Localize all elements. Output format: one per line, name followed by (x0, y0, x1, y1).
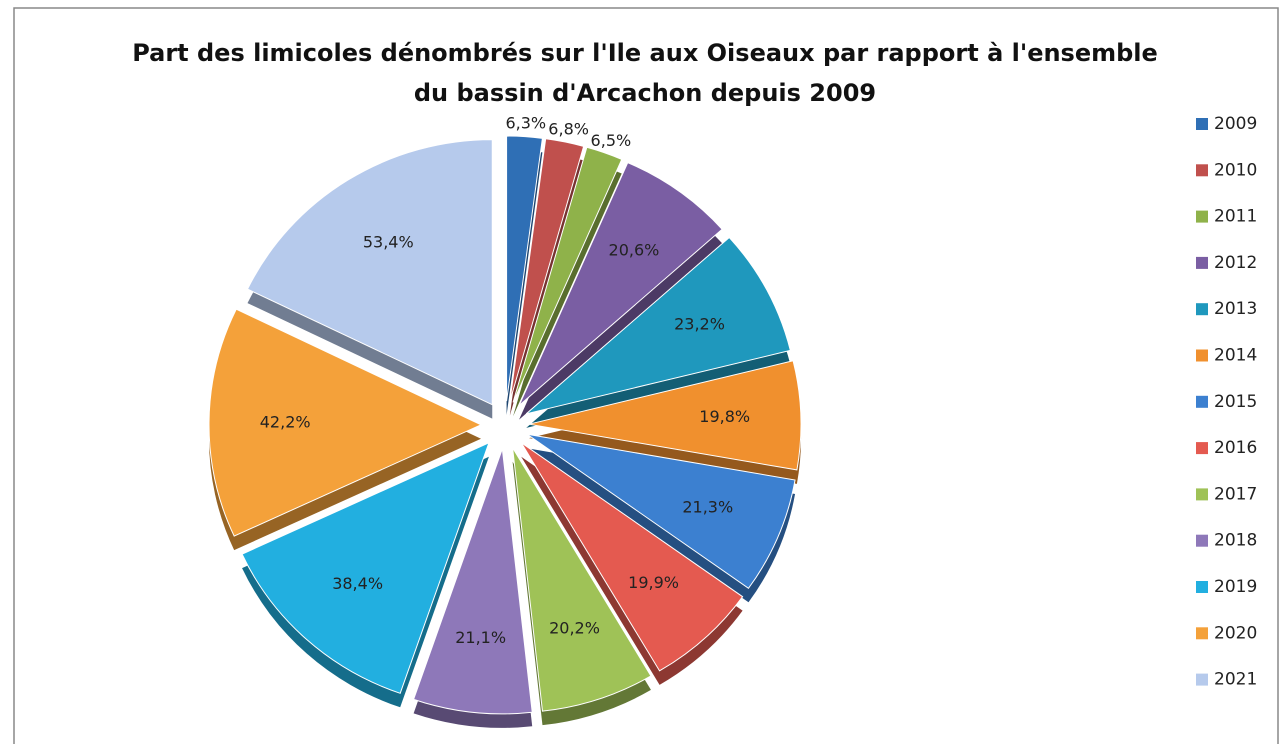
legend-label: 2020 (1214, 623, 1257, 643)
legend-label: 2011 (1214, 207, 1257, 227)
legend-label: 2010 (1214, 160, 1257, 180)
slice (520, 442, 744, 672)
legend-swatch (1196, 210, 1208, 223)
data-label: 6,8% (548, 119, 589, 138)
data-label: 6,5% (591, 131, 632, 150)
slice (509, 138, 585, 402)
legend-label: 2021 (1214, 670, 1257, 690)
slice (512, 146, 623, 403)
chart-title: du bassin d'Arcachon depuis 2009 (414, 79, 876, 107)
legend-label: 2015 (1214, 392, 1257, 412)
data-label: 53,4% (363, 232, 414, 251)
slice (526, 433, 796, 589)
data-label: 20,2% (549, 618, 600, 637)
legend-label: 2016 (1214, 438, 1257, 458)
data-label: 19,8% (699, 407, 750, 426)
data-label: 21,1% (455, 628, 506, 647)
legend-label: 2019 (1214, 577, 1257, 597)
legend-label: 2014 (1214, 346, 1257, 366)
data-label: 6,3% (505, 114, 546, 133)
slice (512, 447, 652, 712)
legend-swatch (1196, 673, 1208, 686)
legend-swatch (1196, 442, 1208, 455)
legend-swatch (1196, 627, 1208, 640)
slice (506, 135, 543, 402)
legend-swatch (1196, 164, 1208, 177)
slice (525, 236, 791, 415)
legend-label: 2017 (1214, 484, 1257, 504)
slice (246, 139, 493, 406)
legend-swatch (1196, 349, 1208, 362)
legend-swatch (1196, 395, 1208, 408)
legend-label: 2013 (1214, 299, 1257, 319)
slice (241, 441, 490, 694)
data-label: 23,2% (674, 314, 725, 333)
data-label: 42,2% (260, 413, 311, 432)
chart-title: Part des limicoles dénombrés sur l'Ile a… (132, 39, 1158, 67)
legend-swatch (1196, 118, 1208, 130)
slice-side (513, 161, 622, 417)
slice (412, 448, 533, 715)
slice (518, 161, 723, 406)
legend-swatch (1196, 581, 1208, 593)
legend-label: 2018 (1214, 531, 1257, 551)
legend-label: 2009 (1214, 114, 1257, 134)
legend-swatch (1196, 256, 1208, 269)
data-label: 20,6% (609, 241, 660, 260)
slice (528, 360, 802, 471)
legend-swatch (1196, 534, 1208, 547)
data-label: 19,9% (628, 573, 679, 592)
legend-swatch (1196, 488, 1208, 501)
legend-label: 2012 (1214, 253, 1257, 273)
data-label: 21,3% (682, 498, 733, 517)
legend-swatch (1196, 303, 1208, 316)
slice (208, 308, 483, 537)
data-label: 38,4% (332, 574, 383, 593)
